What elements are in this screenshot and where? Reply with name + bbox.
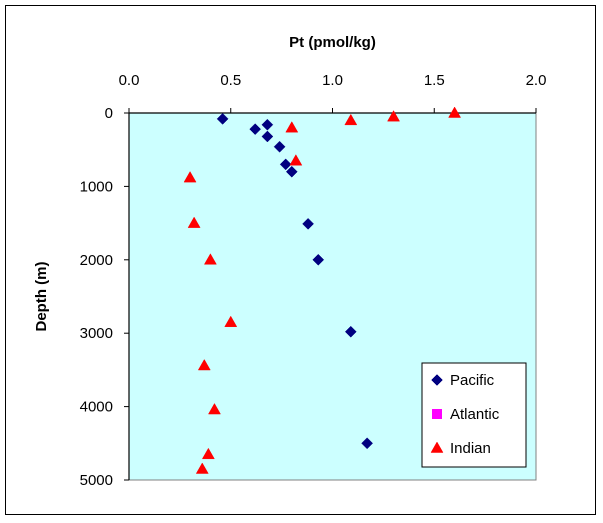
x-tick-label: 0.0 [119, 72, 140, 89]
indian-point [201, 447, 215, 460]
legend-marker-indian [430, 441, 444, 453]
pacific-point [344, 325, 357, 338]
indian-point [289, 154, 303, 166]
y-tick-label: 5000 [80, 472, 113, 489]
pacific-point [361, 437, 373, 450]
x-tick-label: 1.0 [322, 72, 343, 89]
x-tick-label: 1.5 [424, 72, 445, 89]
indian-point [183, 171, 197, 183]
indian-point [195, 462, 209, 474]
pacific-point [279, 158, 292, 171]
pacific-point [249, 123, 262, 136]
pacific-point [216, 113, 229, 125]
x-tick-label: 0.5 [220, 72, 241, 89]
indian-point [344, 113, 358, 126]
legend-marker-pacific [431, 374, 443, 386]
indian-point [208, 403, 221, 415]
indian-point [197, 358, 211, 371]
indian-point [387, 110, 400, 122]
y-tick-label: 4000 [80, 399, 113, 416]
legend-label-pacific: Pacific [450, 372, 495, 389]
pacific-point [302, 217, 314, 230]
y-tick-label: 1000 [80, 178, 113, 195]
y-tick-label: 0 [105, 105, 113, 122]
x-tick-label: 2.0 [526, 72, 547, 89]
y-tick-label: 3000 [80, 325, 113, 342]
y-axis-title: Depth (m) [33, 262, 50, 332]
x-axis-title: Pt (pmol/kg) [289, 34, 376, 51]
legend-label-indian: Indian [450, 440, 491, 457]
indian-point [203, 253, 217, 265]
indian-point [448, 106, 462, 118]
pacific-point [273, 140, 286, 153]
indian-point [224, 315, 238, 327]
y-tick-label: 2000 [80, 252, 113, 269]
pacific-point [261, 130, 274, 143]
pacific-point [285, 165, 298, 178]
indian-point [285, 121, 299, 133]
pacific-point [312, 253, 325, 266]
pacific-point [261, 118, 274, 131]
legend-marker-atlantic [432, 409, 442, 419]
legend-label-atlantic: Atlantic [450, 406, 500, 423]
indian-point [187, 216, 201, 228]
